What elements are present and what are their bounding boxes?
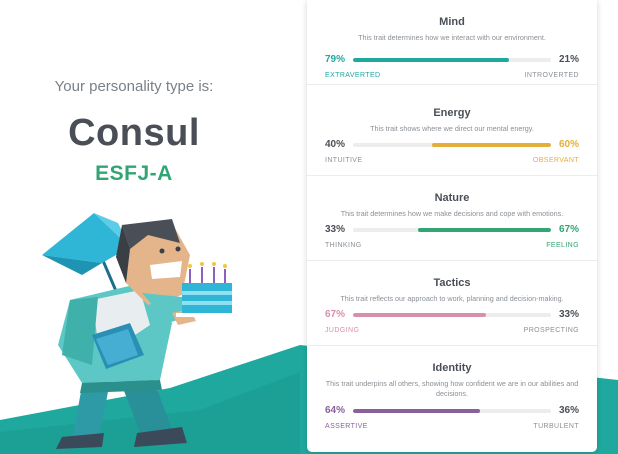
trait-identity: Identity This trait underpins all others… xyxy=(307,346,597,452)
trait-description: This trait reflects our approach to work… xyxy=(340,294,564,303)
traits-card: Mind This trait determines how we intera… xyxy=(307,0,597,452)
trait-right-pole: PROSPECTING xyxy=(523,327,579,334)
trait-nature: Nature This trait determines how we make… xyxy=(307,176,597,261)
trait-right-percentage: 33% xyxy=(558,309,579,320)
trait-description: This trait determines how we interact wi… xyxy=(358,33,546,42)
trait-bar-track xyxy=(353,228,551,232)
trait-left-percentage: 33% xyxy=(325,224,346,235)
trait-right-percentage: 36% xyxy=(558,405,579,416)
trait-right-percentage: 67% xyxy=(558,224,579,235)
trait-bar-fill xyxy=(432,143,551,147)
trait-description: This trait determines how we make decisi… xyxy=(340,209,564,218)
personality-type-name: Consul xyxy=(68,112,200,154)
trait-bar-track xyxy=(353,313,551,317)
trait-bar-track xyxy=(353,58,551,62)
trait-bar-fill xyxy=(353,409,480,413)
trait-title: Tactics xyxy=(433,277,471,289)
trait-title: Nature xyxy=(434,192,470,204)
trait-title: Identity xyxy=(432,362,472,374)
trait-title: Mind xyxy=(439,16,465,28)
trait-bar-fill xyxy=(353,313,486,317)
trait-description: This trait underpins all others, showing… xyxy=(325,379,579,398)
birthday-cake-icon xyxy=(176,262,238,317)
trait-right-percentage: 60% xyxy=(558,139,579,150)
trait-tactics: Tactics This trait reflects our approach… xyxy=(307,261,597,346)
personality-type-code: ESFJ-A xyxy=(95,162,173,185)
trait-description: This trait shows where we direct our men… xyxy=(370,124,534,133)
trait-bar-track xyxy=(353,143,551,147)
type-intro-text: Your personality type is: xyxy=(54,78,214,95)
trait-right-pole: TURBULENT xyxy=(533,423,579,430)
trait-title: Energy xyxy=(433,107,471,119)
trait-left-pole: ASSERTIVE xyxy=(325,423,368,430)
trait-left-percentage: 67% xyxy=(325,309,346,320)
trait-bar-fill xyxy=(418,228,551,232)
trait-left-pole: EXTRAVERTED xyxy=(325,72,381,79)
trait-energy: Energy This trait shows where we direct … xyxy=(307,91,597,176)
trait-left-percentage: 79% xyxy=(325,54,346,65)
trait-right-pole: FEELING xyxy=(546,242,579,249)
trait-right-pole: INTROVERTED xyxy=(524,72,579,79)
consul-character-illustration xyxy=(42,213,238,449)
trait-left-percentage: 64% xyxy=(325,405,346,416)
trait-bar-fill xyxy=(353,58,510,62)
trait-left-pole: INTUITIVE xyxy=(325,157,363,164)
trait-left-pole: THINKING xyxy=(325,242,362,249)
trait-bar-track xyxy=(353,409,551,413)
trait-left-pole: JUDGING xyxy=(325,327,360,334)
trait-right-pole: OBSERVANT xyxy=(532,157,579,164)
trait-left-percentage: 40% xyxy=(325,139,346,150)
personality-summary: Your personality type is: Consul ESFJ-A xyxy=(0,0,300,454)
trait-right-percentage: 21% xyxy=(558,54,579,65)
trait-mind: Mind This trait determines how we intera… xyxy=(307,0,597,85)
